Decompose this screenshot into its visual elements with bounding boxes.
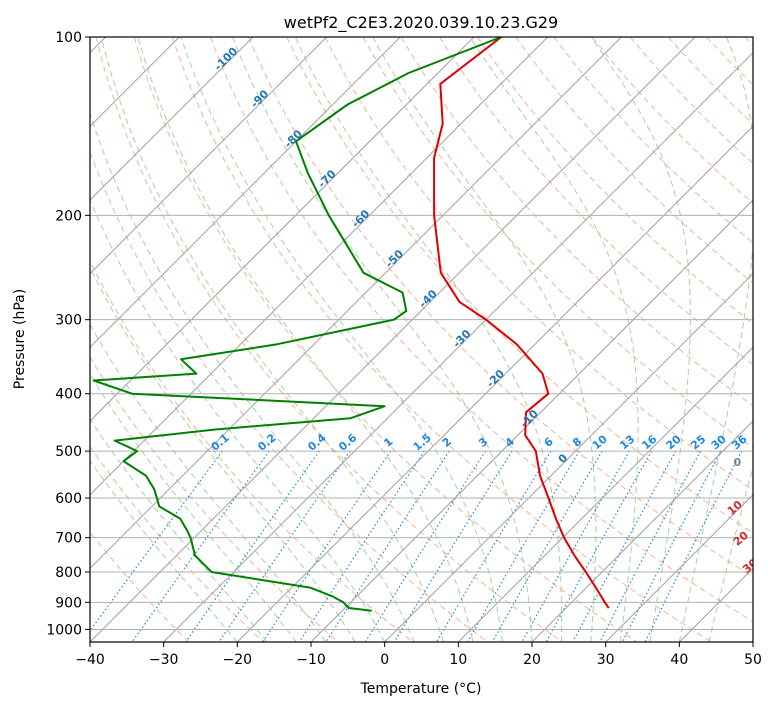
y-tick-label: 500 bbox=[55, 444, 82, 460]
x-tick-label: −40 bbox=[75, 652, 105, 668]
mixing-ratio-lines bbox=[90, 450, 743, 642]
isotherm-line bbox=[310, 199, 753, 642]
chart-title: wetPf2_C2E3.2020.039.10.23.G29 bbox=[284, 13, 558, 33]
dry-adiabat-line bbox=[248, 37, 753, 578]
x-tick-label: 0 bbox=[380, 652, 389, 668]
isotherm-line bbox=[90, 37, 475, 422]
y-tick-label: 900 bbox=[55, 595, 82, 611]
dry-adiabat-line bbox=[286, 37, 753, 534]
mixing-ratio-line bbox=[599, 450, 702, 642]
dry-adiabat-line bbox=[400, 37, 753, 407]
mixing-ratio-line bbox=[435, 450, 552, 642]
mixing-ratio-line bbox=[545, 450, 653, 642]
y-tick-label: 800 bbox=[55, 565, 82, 581]
x-tick-label: −30 bbox=[149, 652, 179, 668]
x-tick-label: 30 bbox=[597, 652, 615, 668]
y-axis-label: Pressure (hPa) bbox=[12, 289, 28, 389]
pressure-gridlines bbox=[90, 37, 753, 630]
mixing-ratio-line bbox=[131, 450, 270, 642]
x-axis-ticks: −40 −30 −20 −10 0 10 20 30 40 50 bbox=[75, 642, 762, 668]
dry-adiabat-line bbox=[90, 259, 414, 642]
mixing-ratio-line bbox=[621, 450, 722, 642]
moist-adiabat-line bbox=[90, 323, 327, 642]
dry-adiabat-line bbox=[210, 37, 753, 623]
moist-adiabat-line bbox=[90, 266, 356, 642]
moist-adiabat-line bbox=[590, 37, 691, 642]
moist-adiabat-line bbox=[372, 37, 597, 642]
x-tick-label: 40 bbox=[670, 652, 688, 668]
moist-adiabat-line bbox=[100, 37, 445, 642]
moist-adiabat-line bbox=[90, 373, 297, 642]
y-tick-label: 100 bbox=[55, 30, 82, 46]
x-tick-label: −10 bbox=[296, 652, 326, 668]
mixing-ratio-line bbox=[218, 450, 351, 642]
moist-adiabat-line bbox=[90, 198, 386, 642]
x-tick-label: 10 bbox=[449, 652, 467, 668]
isotherm-line bbox=[236, 125, 753, 642]
plot-background bbox=[90, 37, 753, 642]
moist-adiabat-line bbox=[90, 111, 415, 642]
dry-adiabat-line bbox=[171, 37, 712, 642]
y-tick-label: 600 bbox=[55, 491, 82, 507]
isotherm-line bbox=[90, 37, 254, 201]
dry-adiabat-line bbox=[90, 445, 264, 642]
temperature-profile bbox=[433, 37, 610, 609]
isotherm-line bbox=[531, 420, 753, 642]
dry-adiabat-line bbox=[95, 37, 563, 642]
dry-adiabat-line bbox=[553, 37, 753, 244]
moist-adiabat-line bbox=[90, 418, 268, 642]
moist-adiabat-line bbox=[137, 37, 474, 642]
mixing-ratio-line bbox=[466, 450, 580, 642]
x-axis-label: Temperature (°C) bbox=[360, 681, 482, 697]
moist-adiabat-line bbox=[294, 37, 563, 642]
plot-frame bbox=[89, 36, 754, 643]
y-axis-ticks: 100 200 300 400 500 600 700 800 900 1000 bbox=[46, 30, 90, 638]
moist-adiabat-line bbox=[180, 37, 503, 642]
y-tick-label: 200 bbox=[55, 208, 82, 224]
moist-adiabat-line bbox=[678, 37, 753, 642]
x-tick-label: −20 bbox=[223, 652, 253, 668]
x-tick-label: 50 bbox=[744, 652, 762, 668]
mixing-ratio-line bbox=[393, 450, 513, 642]
isotherm-line bbox=[163, 51, 753, 642]
y-tick-label: 1000 bbox=[46, 622, 82, 638]
mixing-ratio-line bbox=[572, 450, 677, 642]
isotherm-line bbox=[605, 493, 753, 642]
dry-adiabat-label: 40 bbox=[749, 584, 769, 604]
isotherm-line bbox=[384, 272, 753, 642]
zero-label: 0 bbox=[734, 456, 742, 469]
dry-adiabat-line bbox=[133, 37, 638, 642]
dewpoint-profile bbox=[92, 37, 502, 612]
isotherm-line bbox=[90, 37, 549, 496]
mixing-ratio-line bbox=[185, 450, 320, 642]
y-tick-label: 300 bbox=[55, 313, 82, 329]
mixing-ratio-line bbox=[364, 450, 486, 642]
isotherm-line bbox=[90, 37, 328, 275]
y-tick-label: 700 bbox=[55, 531, 82, 547]
plot-area: -100-90-80-70-60-50-40-30-20-100 0 0.1 0.2… bbox=[90, 37, 769, 642]
moist-adiabat-line bbox=[469, 37, 639, 642]
y-tick-label: 400 bbox=[55, 387, 82, 403]
dry-adiabat-line bbox=[591, 37, 753, 204]
dry-adiabat-line bbox=[324, 37, 753, 491]
moist-adiabat-line bbox=[90, 459, 238, 642]
isotherm-line bbox=[457, 346, 753, 642]
isotherm-line bbox=[90, 37, 622, 570]
mixing-ratio-line bbox=[491, 450, 603, 642]
profiles bbox=[92, 37, 610, 612]
mixing-ratio-line bbox=[521, 450, 631, 642]
x-tick-label: 20 bbox=[523, 652, 541, 668]
moist-adiabat-line bbox=[231, 37, 533, 642]
dry-adiabat-line bbox=[90, 356, 339, 642]
dry-adiabat-line bbox=[438, 37, 753, 365]
